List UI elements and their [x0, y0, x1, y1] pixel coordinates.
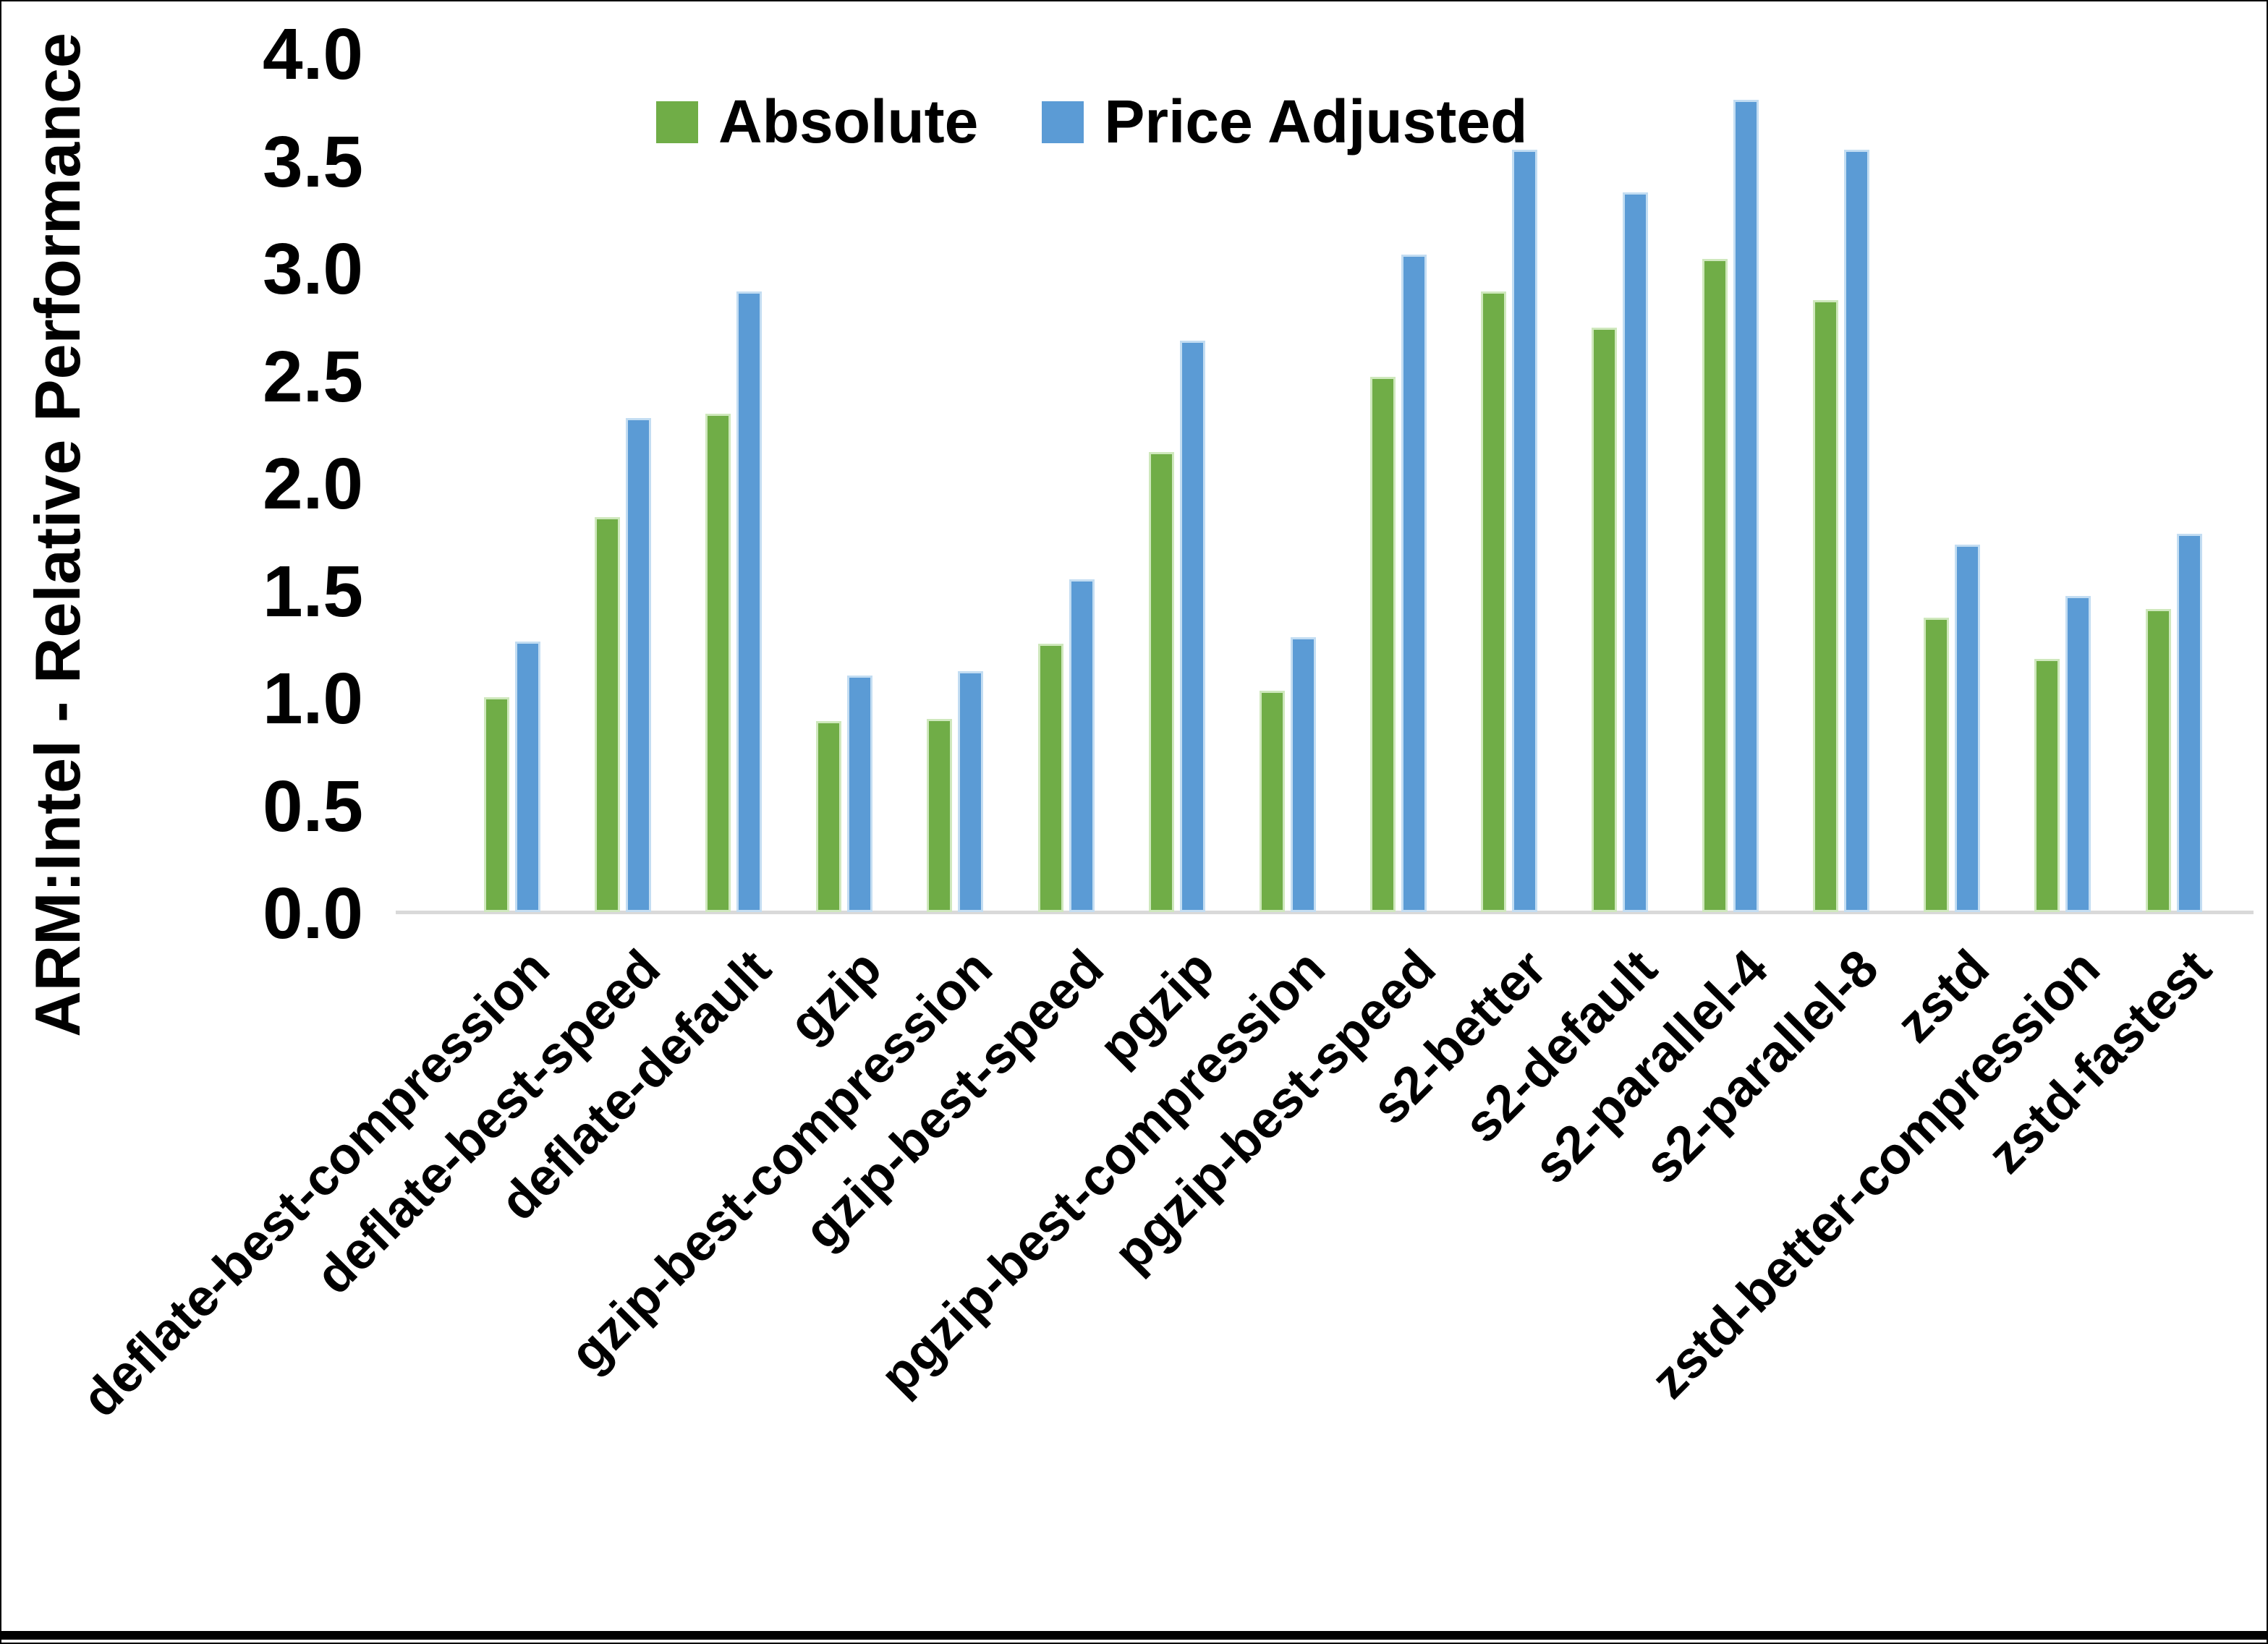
bar-price-adjusted	[736, 291, 763, 912]
bar-absolute	[1037, 643, 1063, 912]
y-tick-label: 2.5	[262, 336, 363, 417]
bar-absolute	[1924, 618, 1950, 912]
legend-swatch-price-adjusted	[1042, 101, 1084, 143]
bar-absolute	[1592, 328, 1617, 912]
y-tick-label: 3.5	[262, 121, 363, 203]
bar-absolute	[1702, 259, 1728, 912]
bar-price-adjusted	[1401, 255, 1427, 912]
bar-absolute	[1259, 691, 1285, 912]
y-tick-label: 4.0	[262, 14, 363, 95]
y-tick-label: 0.5	[262, 765, 363, 847]
bar-price-adjusted	[1623, 192, 1648, 912]
bar-price-adjusted	[515, 641, 540, 912]
bar-price-adjusted	[1733, 100, 1759, 912]
bar-price-adjusted	[2176, 534, 2202, 912]
bar-price-adjusted	[1069, 579, 1095, 912]
y-tick-label: 0.0	[262, 873, 363, 954]
legend-label-price-adjusted: Price Adjusted	[1104, 88, 1528, 156]
bar-price-adjusted	[2065, 596, 2091, 912]
bar-absolute	[1148, 452, 1174, 912]
bar-absolute	[1480, 291, 1506, 912]
bar-absolute	[1813, 299, 1839, 912]
legend-swatch-absolute	[656, 101, 698, 143]
bar-price-adjusted	[1955, 545, 1981, 912]
bar-absolute	[2145, 609, 2171, 912]
bar-price-adjusted	[1511, 149, 1537, 912]
y-tick-label: 3.0	[262, 229, 363, 310]
y-tick-label: 1.5	[262, 550, 363, 632]
bar-price-adjusted	[1179, 340, 1205, 912]
bar-absolute	[927, 718, 953, 912]
bar-absolute	[484, 697, 509, 912]
bar-absolute	[2034, 658, 2060, 912]
bar-price-adjusted	[626, 417, 652, 912]
bar-absolute	[595, 516, 621, 912]
bar-absolute	[705, 413, 731, 912]
bar-price-adjusted	[958, 671, 984, 912]
bar-price-adjusted	[847, 676, 873, 912]
bar-absolute	[1369, 377, 1396, 912]
legend-label-absolute: Absolute	[718, 88, 979, 156]
bar-absolute	[816, 720, 842, 912]
x-axis-line	[396, 911, 2254, 914]
bar-price-adjusted	[1290, 636, 1316, 912]
bar-price-adjusted	[1844, 149, 1870, 912]
y-tick-label: 1.0	[262, 658, 363, 739]
legend: Absolute Price Adjusted	[656, 87, 1527, 157]
y-tick-label: 2.0	[262, 443, 363, 524]
bottom-border-strip	[1, 1631, 2267, 1640]
